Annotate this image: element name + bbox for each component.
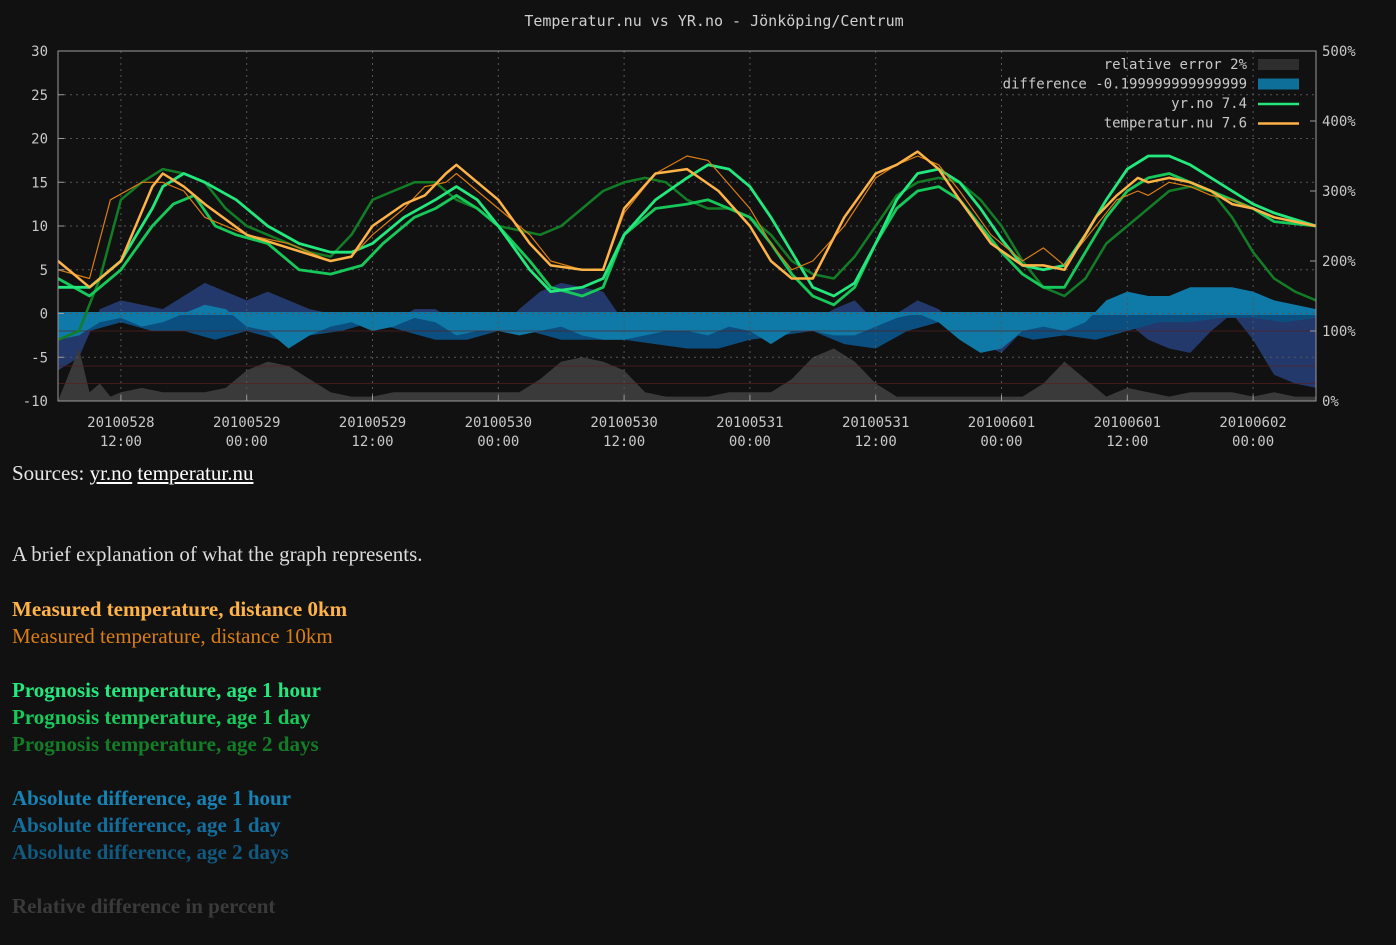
legend-swatch-0 [1258,59,1299,70]
measured-0km-label: Measured temperature, distance 0km [12,597,348,621]
y-tick-label-4: 10 [31,219,48,235]
prognosis-2d-label: Prognosis temperature, age 2 days [12,732,319,756]
sources-label: Sources: [12,461,85,485]
x-tick-time-3: 00:00 [477,434,519,450]
prognosis-legend: Prognosis temperature, age 1 hour Progno… [12,677,321,758]
x-tick-date-3: 20100530 [465,415,532,431]
y2-tick-label-2: 300% [1322,184,1356,200]
y2-tick-label-4: 100% [1322,324,1356,340]
yr-no-link[interactable]: yr.no [89,461,133,485]
y-tick-label-3: 15 [31,175,48,191]
measured-10km-label: Measured temperature, distance 10km [12,624,333,648]
abs-diff-1h-label: Absolute difference, age 1 hour [12,786,291,810]
legend-label-1: difference -0.199999999999999 [1003,77,1247,93]
temperatur-nu-link[interactable]: temperatur.nu [137,461,254,485]
x-tick-date-1: 20100529 [213,415,280,431]
x-tick-time-2: 12:00 [351,434,393,450]
x-tick-time-5: 00:00 [729,434,771,450]
series-line-0 [58,150,1316,289]
series-line-4 [58,167,1316,341]
x-tick-date-9: 20100602 [1219,415,1286,431]
x-tick-time-7: 00:00 [980,434,1022,450]
x-tick-date-2: 20100529 [339,415,406,431]
sources-line: Sources: yr.no temperatur.nu [12,461,253,486]
difference-legend: Absolute difference, age 1 hour Absolute… [12,785,291,866]
y2-tick-label-5: 0% [1322,394,1339,410]
y2-tick-label-0: 500% [1322,44,1356,60]
abs-diff-2d-label: Absolute difference, age 2 days [12,840,289,864]
prognosis-1d-label: Prognosis temperature, age 1 day [12,705,311,729]
y-tick-label-0: 30 [31,44,48,60]
series-line-1 [58,155,1316,280]
x-tick-time-9: 00:00 [1232,434,1274,450]
legend-label-3: temperatur.nu 7.6 [1104,116,1247,132]
x-tick-date-8: 20100601 [1094,415,1161,431]
y-tick-label-8: -10 [23,394,48,410]
prognosis-1h-label: Prognosis temperature, age 1 hour [12,678,321,702]
y-tick-label-1: 25 [31,88,48,104]
x-tick-date-5: 20100531 [716,415,783,431]
relative-legend: Relative difference in percent [12,893,275,920]
y-tick-label-7: -5 [31,350,48,366]
measured-legend: Measured temperature, distance 0km Measu… [12,596,347,650]
y-tick-label-6: 0 [40,307,48,323]
series-line-2 [58,154,1316,298]
x-tick-date-0: 20100528 [87,415,154,431]
x-tick-date-4: 20100530 [590,415,657,431]
x-tick-time-0: 12:00 [100,434,142,450]
explanation-text: A brief explanation of what the graph re… [12,542,423,566]
temperature-chart: Temperatur.nu vs YR.no - Jönköping/Centr… [23,12,1357,450]
explanation-intro: A brief explanation of what the graph re… [12,542,423,567]
x-tick-date-6: 20100531 [842,415,909,431]
y2-tick-label-3: 200% [1322,254,1356,270]
x-tick-date-7: 20100601 [968,415,1035,431]
area-3 [58,348,1316,401]
legend-swatch-1 [1258,78,1299,90]
x-tick-time-4: 12:00 [603,434,645,450]
legend-label-2: yr.no 7.4 [1171,96,1247,112]
legend-label-0: relative error 2% [1104,57,1248,73]
chart-title: Temperatur.nu vs YR.no - Jönköping/Centr… [524,12,903,30]
y2-tick-label-1: 400% [1322,114,1356,130]
relative-diff-label: Relative difference in percent [12,894,276,918]
y-tick-label-5: 5 [40,263,48,279]
y-tick-label-2: 20 [31,132,48,148]
abs-diff-1d-label: Absolute difference, age 1 day [12,813,281,837]
x-tick-time-8: 12:00 [1106,434,1148,450]
area-2 [58,287,1316,353]
x-tick-time-6: 12:00 [855,434,897,450]
x-tick-time-1: 00:00 [226,434,268,450]
